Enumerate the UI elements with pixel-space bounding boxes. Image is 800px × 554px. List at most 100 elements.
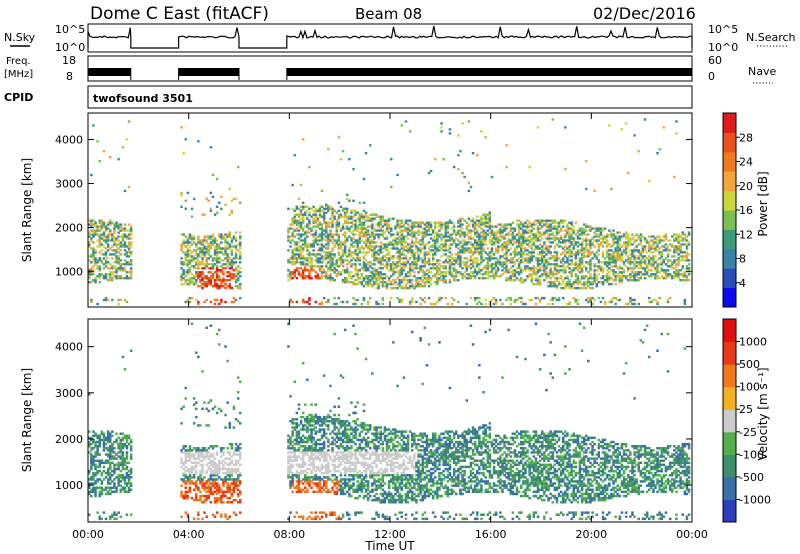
heatmap-cell: [182, 451, 185, 454]
heatmap-cell: [104, 265, 108, 268]
heatmap-cell: [379, 221, 382, 224]
heatmap-cell: [580, 229, 584, 232]
heatmap-cell: [94, 432, 97, 435]
heatmap-cell: [492, 225, 496, 228]
heatmap-cell: [478, 219, 481, 222]
heatmap-cell: [429, 221, 433, 224]
heatmap-cell: [331, 249, 334, 252]
heatmap-cell: [515, 223, 519, 226]
heatmap-cell: [406, 247, 410, 250]
heatmap-cell: [224, 279, 227, 282]
cpid-row: CPID twofsound 3501: [4, 85, 693, 109]
heatmap-cell: [104, 517, 108, 521]
heatmap-cell: [325, 257, 328, 260]
heatmap-cell: [113, 440, 116, 444]
heatmap-cell: [352, 167, 355, 171]
heatmap-cell: [239, 251, 242, 254]
heatmap-cell: [429, 249, 433, 252]
heatmap-cell: [113, 455, 116, 458]
heatmap-cell: [438, 249, 441, 252]
heatmap-cell: [341, 233, 345, 236]
heatmap-cell: [182, 494, 185, 498]
heatmap-cell: [329, 233, 332, 236]
heatmap-cell: [520, 245, 523, 248]
heatmap-cell: [431, 231, 435, 234]
heatmap-cell: [383, 273, 387, 276]
heatmap-cell: [329, 269, 332, 272]
heatmap-cell: [318, 261, 322, 264]
heatmap-cell: [123, 267, 127, 270]
heatmap-cell: [295, 227, 299, 230]
heatmap-cell: [587, 261, 590, 264]
heatmap-cell: [90, 239, 93, 242]
heatmap-cell: [308, 265, 311, 268]
heatmap-cell: [434, 231, 437, 234]
heatmap-cell: [683, 275, 687, 278]
freq-tick-top: 18: [62, 54, 76, 67]
heatmap-cell: [429, 271, 433, 274]
heatmap-cell: [411, 255, 414, 258]
heatmap-cell: [476, 265, 479, 268]
heatmap-cell: [234, 267, 238, 270]
heatmap-cell: [396, 257, 399, 260]
heatmap-cell: [681, 257, 684, 260]
heatmap-cell: [553, 225, 557, 228]
cpid-label: CPID: [4, 91, 33, 104]
heatmap-cell: [513, 235, 517, 238]
heatmap-cell: [369, 233, 372, 236]
heatmap-cell: [180, 461, 183, 465]
heatmap-cell: [92, 241, 95, 244]
heatmap-cell: [113, 511, 116, 514]
heatmap-cell: [627, 239, 630, 242]
heatmap-cell: [304, 241, 307, 244]
heatmap-cell: [471, 237, 475, 240]
heatmap-cell: [199, 261, 202, 264]
heatmap-cell: [440, 239, 443, 242]
heatmap-cell: [195, 279, 198, 282]
heatmap-cell: [362, 233, 366, 236]
heatmap-cell: [180, 243, 183, 246]
heatmap-cell: [658, 271, 661, 274]
heatmap-cell: [610, 231, 613, 234]
heatmap-cell: [411, 253, 414, 256]
heatmap-cell: [572, 243, 575, 246]
heatmap-cell: [356, 255, 359, 258]
heatmap-cell: [111, 267, 114, 270]
heatmap-cell: [102, 449, 106, 452]
heatmap-cell: [98, 241, 101, 244]
heatmap-cell: [501, 265, 504, 268]
heatmap-cell: [587, 255, 590, 258]
heatmap-cell: [356, 241, 359, 244]
heatmap-cell: [501, 261, 504, 264]
heatmap-cell: [366, 247, 370, 250]
heatmap-cell: [385, 249, 389, 252]
heatmap-cell: [201, 263, 204, 266]
heatmap-cell: [102, 511, 106, 514]
heatmap-cell: [331, 219, 334, 222]
heatmap-cell: [549, 273, 552, 276]
heatmap-cell: [538, 267, 542, 270]
heatmap-cell: [570, 235, 573, 238]
colorbar-tick-label: 24: [739, 156, 753, 169]
heatmap-cell: [421, 243, 424, 246]
heatmap-cell: [207, 279, 210, 282]
heatmap-cell: [318, 257, 322, 260]
heatmap-cell: [203, 237, 206, 240]
heatmap-cell: [608, 255, 611, 258]
heatmap-cell: [408, 247, 412, 250]
heatmap-cell: [373, 267, 376, 270]
heatmap-cell: [102, 432, 106, 435]
heatmap-cell: [610, 269, 613, 272]
heatmap-cell: [318, 239, 322, 242]
heatmap-cell: [115, 440, 118, 444]
heatmap-cell: [304, 275, 307, 278]
heatmap-cell: [121, 436, 125, 440]
heatmap-cell: [203, 251, 206, 254]
heatmap-cell: [213, 271, 217, 274]
heatmap-cell: [366, 261, 370, 264]
heatmap-cell: [413, 235, 416, 238]
heatmap-cell: [371, 249, 374, 252]
heatmap-cell: [687, 243, 691, 246]
heatmap-cell: [119, 455, 122, 458]
heatmap-cell: [534, 237, 538, 240]
